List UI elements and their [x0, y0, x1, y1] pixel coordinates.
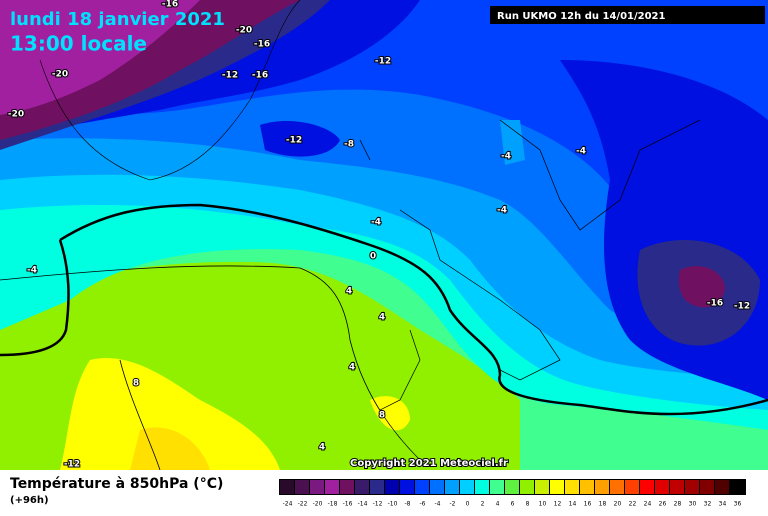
colorbar-swatch [565, 480, 579, 494]
colorbar-label: 32 [704, 501, 712, 508]
colorbar-label: -16 [343, 501, 353, 508]
colorbar-label: 6 [511, 501, 515, 508]
colorbar-swatch [280, 480, 294, 494]
colorbar-label: -18 [328, 501, 338, 508]
colorbar-swatch [700, 480, 714, 494]
colorbar-label: -8 [405, 501, 411, 508]
title: lundi 18 janvier 2021 [10, 9, 225, 30]
colorbar-swatch [685, 480, 699, 494]
colorbar-label: -10 [388, 501, 398, 508]
colorbar-label: -2 [450, 501, 456, 508]
colorbar-swatch [490, 480, 504, 494]
contour-label: -16 [254, 40, 270, 50]
contour-label: -16 [252, 71, 268, 81]
colorbar-swatch [715, 480, 729, 494]
colorbar-label: 20 [614, 501, 622, 508]
colorbar-label: 8 [526, 501, 530, 508]
colorbar-label: 18 [599, 501, 607, 508]
contour-label: -12 [64, 460, 80, 470]
run-box [490, 6, 765, 24]
colorbar-label: 30 [689, 501, 697, 508]
colorbar-swatch [580, 480, 594, 494]
contour-label: -12 [375, 57, 391, 67]
contour-label: -20 [8, 110, 24, 120]
contour-label: -20 [236, 26, 252, 36]
contour-label: -4 [497, 206, 507, 216]
contour-label: -12 [286, 136, 302, 146]
colorbar-swatch [640, 480, 654, 494]
colorbar: -24 -22 -20 -18 -16 -14 -12 -10 -8 -6 -4 -2 0 2 4 6 8 10 1… [279, 479, 746, 508]
colorbar-swatch [505, 480, 519, 494]
colorbar-label: 2 [481, 501, 485, 508]
colorbar-label: 16 [584, 501, 592, 508]
colorbar-swatch [595, 480, 609, 494]
contour-label: 4 [349, 363, 355, 373]
contour-label: -16 [707, 299, 723, 309]
copyright: Copyright 2021 Meteociel.fr [350, 458, 508, 469]
colorbar-swatch [295, 480, 309, 494]
contour-label: -20 [52, 70, 68, 80]
colorbar-swatch [340, 480, 354, 494]
colorbar-label: -20 [313, 501, 323, 508]
map [0, 0, 768, 471]
colorbar-label: 10 [539, 501, 547, 508]
colorbar-label: 0 [466, 501, 470, 508]
local-time: 13:00 locale [10, 32, 147, 56]
contour-label: -12 [734, 302, 750, 312]
run-info: Run UKMO 12h du 14/01/2021 [497, 11, 666, 22]
contour-label: 4 [379, 313, 385, 323]
colorbar-label: -22 [298, 501, 308, 508]
colorbar-swatch [610, 480, 624, 494]
colorbar-label: -6 [420, 501, 426, 508]
colorbar-label: 34 [719, 501, 727, 508]
colorbar-swatch [445, 480, 459, 494]
colorbar-label: 12 [554, 501, 562, 508]
colorbar-swatch [475, 480, 489, 494]
colorbar-swatch [655, 480, 669, 494]
colorbar-swatch [625, 480, 639, 494]
colorbar-swatch [550, 480, 564, 494]
colorbar-label: 14 [569, 501, 577, 508]
legend-subtitle: (+96h) [10, 495, 49, 506]
colorbar-label: -12 [373, 501, 383, 508]
colorbar-label: -14 [358, 501, 368, 508]
contour-label: 4 [346, 287, 352, 297]
colorbar-swatch [385, 480, 399, 494]
colorbar-swatch [670, 480, 684, 494]
colorbar-label: 22 [629, 501, 637, 508]
colorbar-swatch [370, 480, 384, 494]
colorbar-swatch [460, 480, 474, 494]
colorbar-label: -4 [435, 501, 441, 508]
colorbar-swatch [520, 480, 534, 494]
contour-label: -4 [576, 147, 586, 157]
colorbar-swatch [430, 480, 444, 494]
colorbar-swatch [730, 480, 744, 494]
colorbar-swatch [415, 480, 429, 494]
contour-labels: -16-20-16-20 -12 -16-12-20-12 -8-4 -4-4-4-40… [7, 0, 751, 471]
contour-label: -8 [344, 140, 354, 150]
contour-label: 8 [379, 411, 385, 421]
colorbar-label: 36 [734, 501, 742, 508]
contour-label: 4 [319, 443, 325, 453]
contour-label: 8 [133, 379, 139, 389]
colorbar-swatch [310, 480, 324, 494]
colorbar-swatch [355, 480, 369, 494]
contour-label: -16 [162, 0, 178, 10]
contour-label: 0 [370, 252, 376, 262]
colorbar-swatch [400, 480, 414, 494]
colorbar-label: 26 [659, 501, 667, 508]
colorbar-label: 4 [496, 501, 500, 508]
colorbar-label: -24 [283, 501, 293, 508]
colorbar-swatch [535, 480, 549, 494]
contour-label: -12 [222, 71, 238, 81]
legend-title: Température à 850hPa (°C) [10, 476, 223, 492]
contour-label: -4 [371, 218, 381, 228]
contour-label: -4 [27, 266, 37, 276]
contour-label: -4 [501, 152, 511, 162]
colorbar-swatch [325, 480, 339, 494]
colorbar-label: 24 [644, 501, 652, 508]
colorbar-label: 28 [674, 501, 682, 508]
